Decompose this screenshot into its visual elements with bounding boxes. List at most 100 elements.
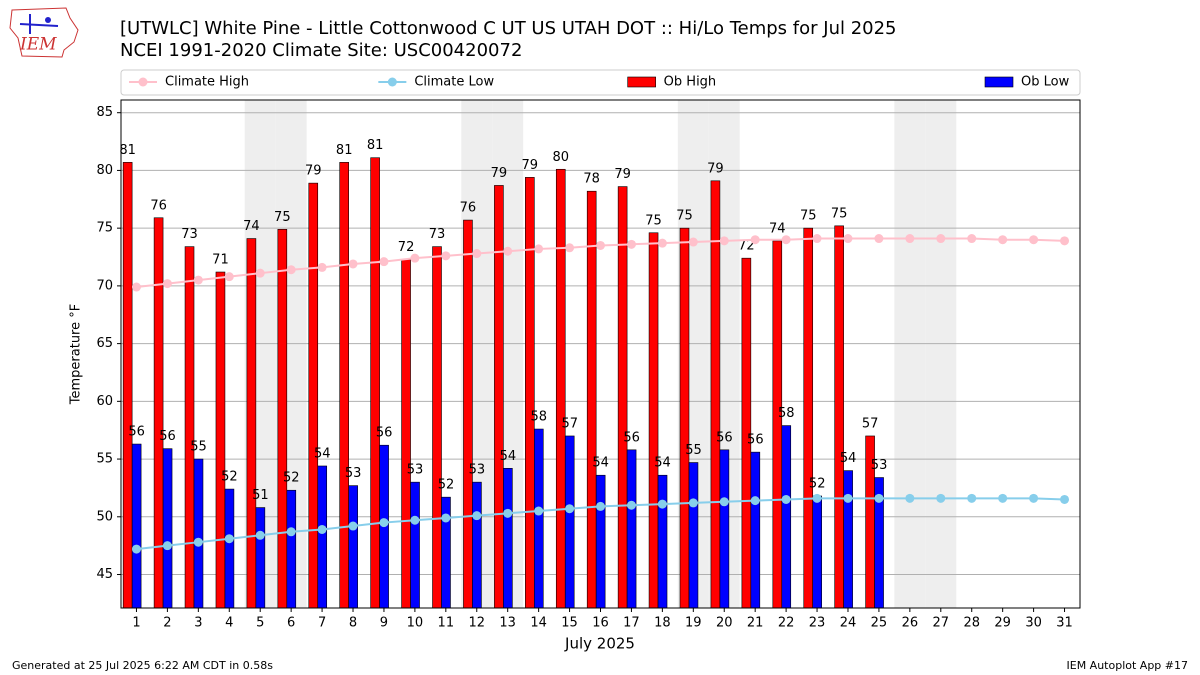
- bar: [184, 246, 195, 609]
- point: [843, 234, 853, 244]
- bar: [401, 259, 411, 609]
- data-label: 80: [552, 150, 569, 165]
- bar: [812, 495, 822, 609]
- y-tick-label: 75: [96, 221, 113, 236]
- point: [626, 239, 636, 249]
- point: [936, 234, 946, 244]
- x-tick-label: 21: [747, 616, 764, 631]
- bar: [215, 271, 226, 609]
- bar: [463, 219, 473, 609]
- bar: [679, 227, 690, 609]
- point: [193, 537, 203, 547]
- point: [812, 493, 822, 503]
- point: [1029, 493, 1039, 503]
- bar: [843, 470, 853, 609]
- bar: [595, 474, 606, 609]
- logo-text: IEM: [19, 35, 57, 55]
- point: [286, 527, 296, 537]
- x-tick-label: 3: [194, 616, 202, 631]
- x-tick-label: 18: [654, 616, 671, 631]
- x-tick-label: 31: [1056, 616, 1073, 631]
- point: [286, 265, 296, 275]
- point: [688, 237, 698, 247]
- point: [472, 511, 482, 521]
- x-tick-label: 13: [499, 616, 516, 631]
- weekend-shade: [925, 100, 957, 608]
- x-tick-label: 12: [468, 616, 485, 631]
- point: [565, 504, 575, 514]
- point: [750, 235, 760, 245]
- point: [781, 494, 791, 504]
- data-label: 57: [561, 416, 578, 431]
- x-tick-label: 20: [716, 616, 733, 631]
- plot-frame: [120, 99, 1081, 609]
- data-label: 81: [336, 143, 353, 158]
- legend-label: Ob High: [664, 75, 717, 90]
- point: [224, 272, 234, 282]
- data-label: 54: [592, 456, 609, 471]
- data-label: 78: [583, 172, 600, 187]
- x-tick-label: 19: [685, 616, 702, 631]
- point: [503, 508, 513, 518]
- point: [410, 515, 420, 525]
- data-label: 52: [809, 477, 826, 492]
- chart-title: [UTWLC] White Pine - Little Cottonwood C…: [120, 18, 897, 39]
- data-label: 52: [438, 478, 455, 493]
- point: [874, 234, 884, 244]
- y-tick-label: 65: [96, 336, 113, 351]
- data-label: 79: [305, 164, 322, 179]
- data-label: 56: [128, 425, 145, 440]
- bar: [122, 162, 133, 609]
- data-label: 79: [491, 166, 508, 181]
- data-label: 54: [500, 449, 517, 464]
- x-tick-label: 29: [994, 616, 1011, 631]
- y-tick-label: 55: [96, 452, 113, 467]
- data-label: 73: [181, 227, 198, 242]
- bar: [494, 185, 504, 609]
- point: [410, 253, 420, 263]
- x-tick-label: 4: [225, 616, 233, 631]
- data-label: 71: [212, 253, 229, 268]
- point: [781, 235, 791, 245]
- point: [936, 493, 946, 503]
- point: [131, 544, 141, 554]
- bar: [370, 157, 380, 609]
- legend-label: Ob Low: [1021, 75, 1070, 90]
- bar: [472, 481, 482, 609]
- footer-left: Generated at 25 Jul 2025 6:22 AM CDT in …: [12, 659, 273, 672]
- point: [534, 244, 544, 254]
- data-label: 73: [429, 227, 446, 242]
- bar: [657, 474, 668, 609]
- y-tick-label: 50: [96, 509, 113, 524]
- data-label: 75: [645, 213, 662, 228]
- data-label: 58: [531, 410, 548, 425]
- data-label: 74: [243, 219, 260, 234]
- point: [255, 268, 265, 278]
- bar: [193, 458, 204, 609]
- point: [534, 506, 544, 516]
- bar: [131, 443, 142, 609]
- bar: [772, 240, 783, 609]
- legend-marker: [387, 77, 397, 87]
- point: [905, 493, 915, 503]
- point: [874, 493, 884, 503]
- x-axis-label: July 2025: [564, 635, 635, 653]
- data-label: 53: [345, 466, 362, 481]
- point: [1029, 235, 1039, 245]
- data-label: 72: [738, 239, 755, 254]
- legend-label: Climate Low: [414, 75, 494, 90]
- bar: [648, 232, 659, 609]
- bar: [153, 217, 164, 609]
- x-tick-label: 5: [256, 616, 264, 631]
- x-tick-label: 9: [380, 616, 388, 631]
- bar: [719, 449, 730, 609]
- data-label: 56: [159, 429, 176, 444]
- data-label: 72: [398, 240, 415, 255]
- data-label: 54: [654, 456, 671, 471]
- legend-marker: [138, 77, 148, 87]
- x-tick-label: 23: [809, 616, 826, 631]
- point: [967, 234, 977, 244]
- legend-swatch: [627, 76, 656, 88]
- x-tick-label: 15: [561, 616, 578, 631]
